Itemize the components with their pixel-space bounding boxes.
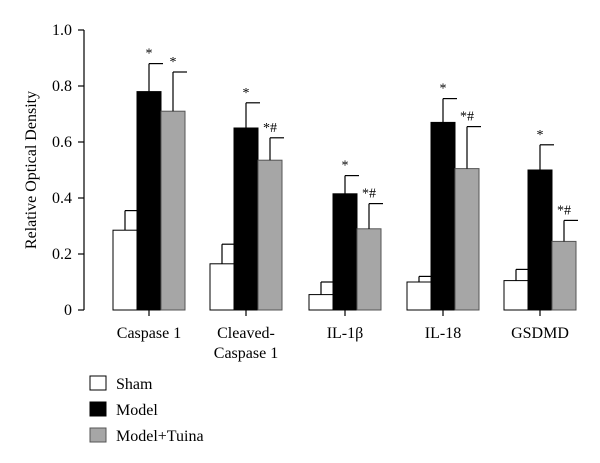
- bar-sham: [406, 281, 432, 311]
- category-label: Cleaved-: [217, 325, 275, 342]
- significance-marker: *: [342, 159, 349, 174]
- legend-swatch-model: [89, 401, 107, 417]
- category-labels: Caspase 1 Cleaved- Caspase 1 IL-1β IL-18 GSDM…: [117, 310, 569, 362]
- bar-model-tuina: [160, 110, 186, 311]
- bar-sham: [209, 263, 235, 311]
- bar-sham: [112, 229, 138, 311]
- legend: Sham Model Model+Tuina: [89, 375, 204, 445]
- category-label: Caspase 1: [117, 325, 181, 342]
- significance-marker: *: [537, 128, 544, 143]
- category-label: IL-1β: [327, 325, 364, 342]
- significance-marker: *: [243, 86, 250, 101]
- bar-model: [332, 193, 358, 311]
- significance-marker: *#: [460, 110, 474, 125]
- bar-model-tuina: [454, 168, 480, 311]
- y-tick-label: 0.8: [52, 78, 72, 95]
- legend-swatch-model-tuina: [89, 427, 107, 443]
- y-tick-label: 1.0: [52, 22, 72, 39]
- bar-model-tuina: [356, 228, 382, 311]
- bars-group: * * * * * * *# *# *# *#: [112, 47, 578, 311]
- legend-label-model-tuina: Model+Tuina: [116, 428, 204, 445]
- bar-model-tuina: [257, 159, 283, 311]
- bar-sham: [503, 280, 529, 311]
- y-axis-ticks: 0 0.2 0.4 0.6 0.8 1.0: [52, 22, 84, 319]
- legend-swatch-sham: [89, 375, 107, 391]
- bar-model-tuina: [551, 240, 577, 311]
- y-tick-label: 0.2: [52, 246, 72, 263]
- y-tick-label: 0.4: [52, 190, 72, 207]
- significance-marker: *#: [263, 121, 277, 136]
- significance-marker: *: [146, 47, 153, 62]
- y-tick-label: 0.6: [52, 134, 72, 151]
- y-tick-label: 0: [64, 302, 72, 319]
- category-label: GSDMD: [511, 325, 569, 342]
- bar-model: [136, 91, 162, 311]
- significance-marker: *#: [362, 187, 376, 202]
- bar-sham: [308, 294, 334, 311]
- bar-model: [233, 127, 259, 311]
- significance-marker: *: [170, 55, 177, 70]
- bar-model: [430, 121, 456, 311]
- significance-marker: *#: [557, 203, 571, 218]
- legend-label-sham: Sham: [116, 376, 153, 393]
- bar-model: [527, 169, 553, 311]
- significance-marker: *: [440, 82, 447, 97]
- category-label: IL-18: [425, 325, 461, 342]
- category-label: Caspase 1: [214, 345, 278, 362]
- y-axis-label: Relative Optical Density: [23, 91, 40, 249]
- legend-label-model: Model: [116, 402, 158, 419]
